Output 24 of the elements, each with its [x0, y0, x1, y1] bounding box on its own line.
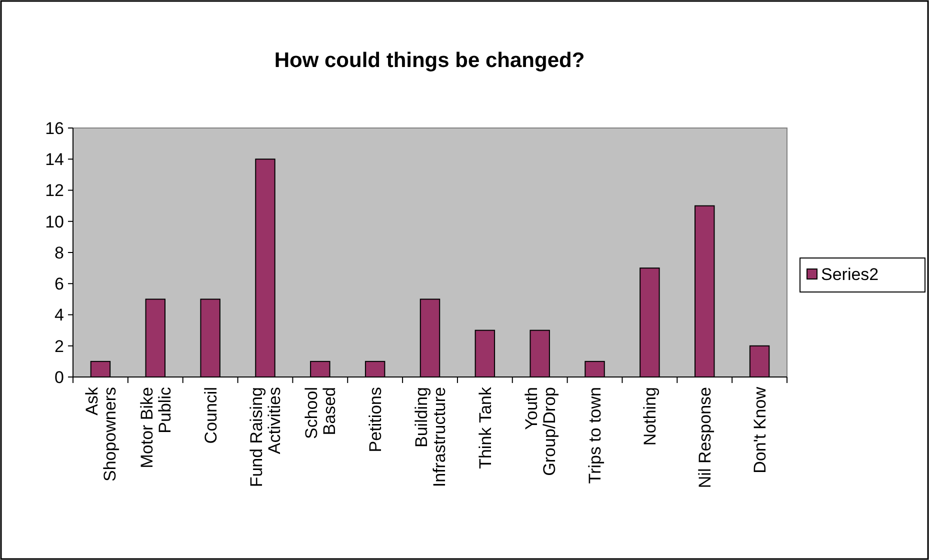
x-tick-label: Ask Shopowners	[82, 386, 120, 482]
x-tick-label: School Based	[302, 387, 340, 439]
x-tick-label: Nothing	[640, 387, 660, 446]
y-tick-label: 2	[54, 336, 64, 356]
x-tick-label: Motor Bike Public	[137, 386, 174, 468]
y-tick-label: 10	[45, 212, 64, 232]
x-tick-label: Building Infrastructure	[412, 387, 449, 488]
x-tick-label: Fund Raising Activities	[247, 387, 284, 488]
x-tick-label: Trips to town	[586, 387, 605, 484]
x-tick-label: Petitions	[366, 387, 386, 452]
x-tick-label: Think Tank	[476, 386, 495, 469]
y-tick-label: 16	[45, 118, 64, 138]
y-tick-label: 14	[45, 150, 64, 170]
y-tick-label: 6	[54, 274, 64, 294]
y-tick-label: 4	[54, 306, 64, 325]
x-tick-label: Youth Group/Drop	[522, 387, 559, 476]
x-tick-label: Council	[201, 387, 220, 444]
legend-label: Series2	[821, 264, 879, 284]
x-tick-label: Don't Know	[750, 386, 770, 474]
y-tick-label: 8	[54, 243, 64, 262]
x-tick-label: Nil Response	[696, 387, 715, 488]
chart-title: How could things be changed?	[274, 49, 585, 72]
y-tick-label: 12	[45, 181, 64, 200]
y-tick-label: 0	[54, 368, 64, 387]
